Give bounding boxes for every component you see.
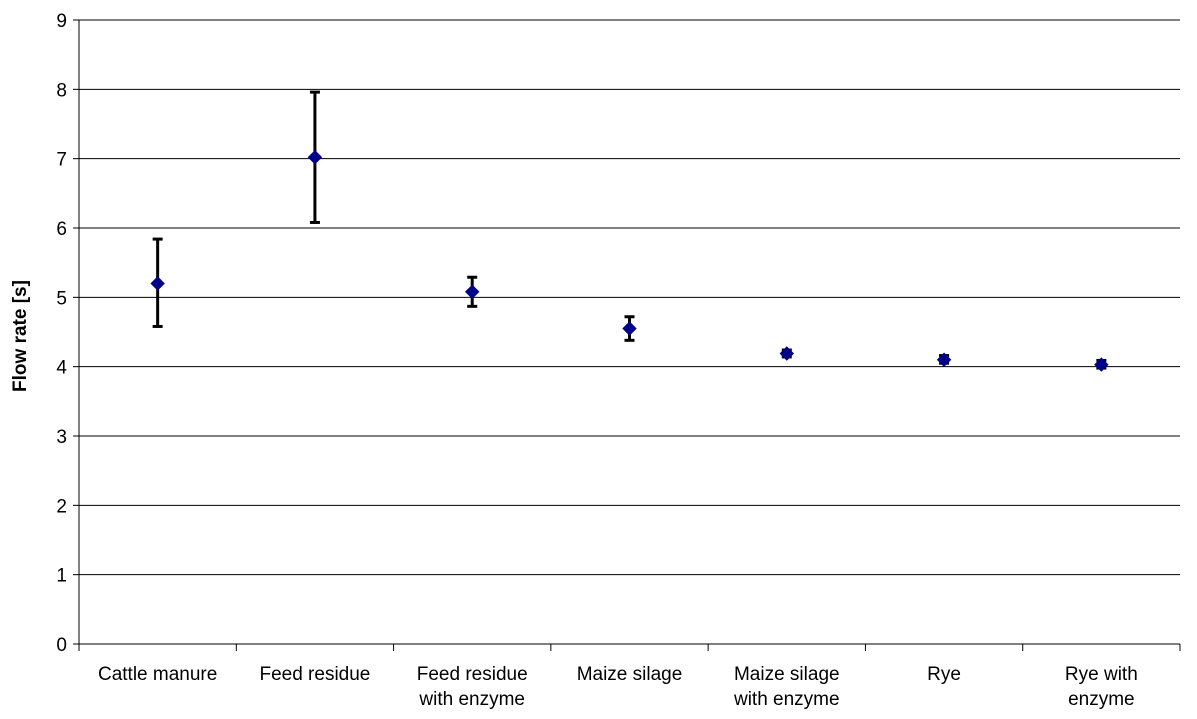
x-tick-label: Cattle manure <box>98 664 217 685</box>
y-tick-label: 5 <box>56 288 67 309</box>
x-tick-label-line: Cattle manure <box>98 664 217 685</box>
data-point <box>307 150 323 165</box>
x-tick-label-line: Maize silage <box>577 664 683 685</box>
y-axis-title: Flow rate [s] <box>10 280 31 392</box>
x-tick-label: Feed residue with enzyme <box>417 664 528 710</box>
x-tick-label-line: Maize silage <box>734 664 840 685</box>
axes <box>73 19 1181 651</box>
data-point <box>936 352 952 367</box>
x-tick-label-line: with enzyme <box>418 689 525 710</box>
y-tick-label: 8 <box>56 80 67 101</box>
y-tick-label: 1 <box>56 566 67 587</box>
y-tick-label: 6 <box>56 219 67 240</box>
data-point <box>622 321 637 336</box>
x-tick-label: Rye <box>927 664 961 685</box>
y-tick-label: 0 <box>56 635 67 656</box>
data-point <box>465 284 480 299</box>
x-tick-label: Maize silage with enzyme <box>733 664 840 710</box>
x-tick-label-line: enzyme <box>1068 689 1135 710</box>
x-tick-label-line: Feed residue <box>417 664 528 685</box>
x-tick-label-line: Rye <box>927 664 961 685</box>
x-tick-label: Feed residue <box>259 664 370 685</box>
gridlines <box>79 19 1180 576</box>
y-tick-label: 3 <box>56 427 67 448</box>
data-point <box>150 276 165 291</box>
y-tick-label: 9 <box>56 11 67 32</box>
data-point <box>1094 357 1109 372</box>
y-tick-label: 4 <box>56 358 67 379</box>
x-tick-label-line: Rye with <box>1065 664 1138 685</box>
y-tick-label: 7 <box>56 150 67 171</box>
data-points <box>150 150 1109 372</box>
x-tick-labels: Cattle manure Feed residue Feed residue wit… <box>98 664 1138 710</box>
x-tick-label: Rye with enzyme <box>1065 664 1138 710</box>
data-point <box>779 346 794 361</box>
x-tick-label-line: Feed residue <box>259 664 370 685</box>
y-tick-label: 2 <box>56 496 67 517</box>
x-tick-label-line: with enzyme <box>733 689 840 710</box>
y-tick-labels: 0 1 2 3 4 5 6 7 8 9 <box>56 11 67 656</box>
x-tick-label: Maize silage <box>577 664 683 685</box>
